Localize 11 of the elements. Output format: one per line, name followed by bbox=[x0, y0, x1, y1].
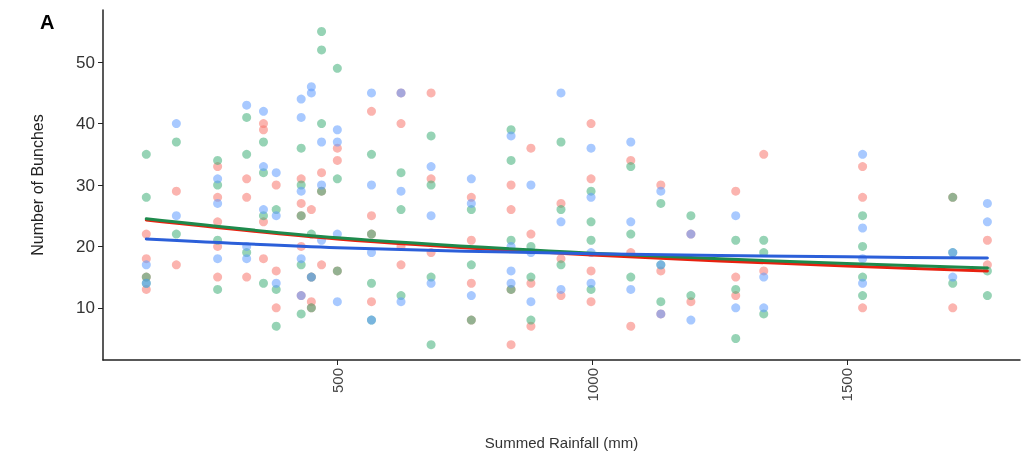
y-tick-label: 40 bbox=[76, 114, 95, 134]
y-tick-label: 20 bbox=[76, 236, 95, 256]
y-axis-title: Number of Bunches bbox=[28, 114, 46, 256]
x-tick-label: 1000 bbox=[583, 368, 601, 402]
x-axis-title: Summed Rainfall (mm) bbox=[484, 434, 639, 451]
x-tick-label: 500 bbox=[328, 368, 346, 394]
y-tick-label: 30 bbox=[76, 175, 95, 195]
y-tick-label: 50 bbox=[76, 52, 95, 72]
y-tick-label: 10 bbox=[76, 298, 95, 318]
text: A bbox=[40, 11, 55, 33]
x-tick-label: 1500 bbox=[838, 368, 856, 402]
